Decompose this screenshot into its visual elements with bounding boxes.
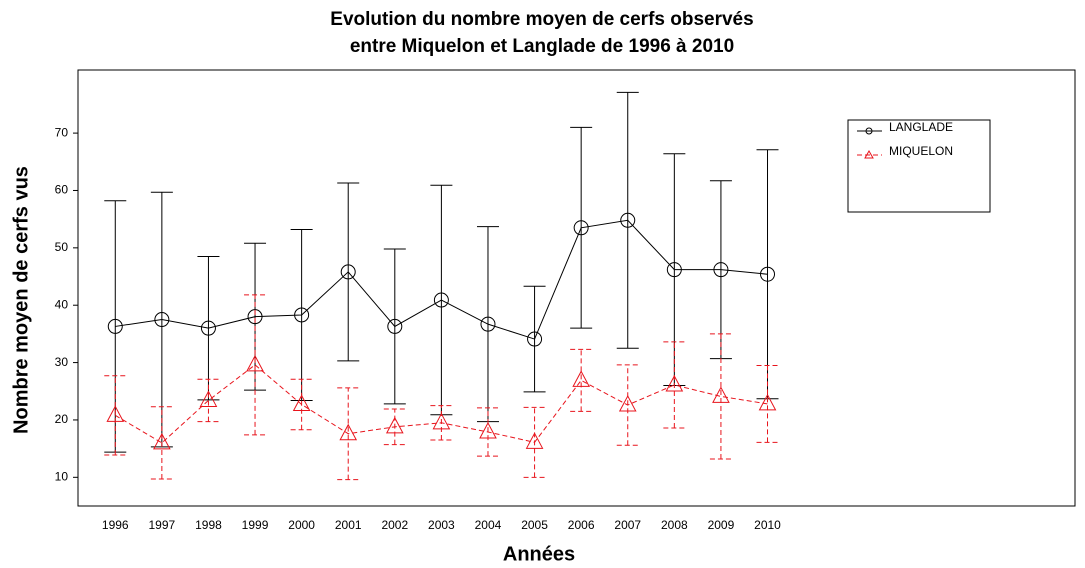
error-bar [570,348,593,412]
legend-marker [865,127,873,135]
x-tick-label: 2004 [475,518,502,532]
error-bar [476,407,499,457]
point [199,390,218,407]
error-bar [663,341,686,429]
error-bar [616,91,639,349]
y-tick-label: 40 [55,297,69,311]
point [340,264,356,280]
point [713,262,729,278]
error-bar [197,378,220,423]
error-bar [337,182,360,362]
error-bar [150,406,173,480]
error-bar [383,408,406,446]
x-tick-label: 2002 [381,518,408,532]
y-tick-label: 50 [55,240,69,254]
point [666,262,682,278]
chart-title: Evolution du nombre moyen de cerfs obser… [330,9,753,30]
point [525,432,544,449]
chart-title: entre Miquelon et Langlade de 1996 à 201… [350,36,734,57]
y-axis-label: Nombre moyen de cerfs vus [10,166,32,434]
error-bar [709,333,732,460]
y-tick-label: 30 [55,355,69,369]
x-tick-label: 1996 [102,518,129,532]
point [153,432,171,450]
x-tick-label: 2005 [521,518,548,532]
point [385,416,404,434]
point [618,394,637,412]
point [573,220,589,236]
error-bar [523,285,546,393]
point [432,412,451,430]
x-tick-label: 2000 [288,518,315,532]
point [527,331,543,347]
x-tick-label: 2010 [754,518,781,532]
error-bar [244,294,267,436]
x-tick-label: 2001 [335,518,362,532]
point [760,266,776,282]
x-axis-label: Années [503,543,575,565]
x-tick-label: 2007 [614,518,641,532]
x-tick-label: 2003 [428,518,455,532]
error-bar [430,184,453,416]
point [572,370,590,387]
error-bar [104,375,127,456]
point [620,212,636,228]
error-bar [476,226,499,423]
legend-box [847,119,991,213]
error-bar [197,255,220,401]
point [479,421,497,439]
legend-marker [864,149,874,159]
error-bar [616,364,639,446]
point [154,312,170,328]
error-bar [337,387,360,481]
point [339,423,358,441]
point [387,318,403,334]
point [292,394,311,411]
legend-label: MIQUELON [889,144,953,158]
error-bar [150,191,173,448]
error-bar [383,248,406,405]
legend-label: LANGLADE [889,120,953,134]
y-tick-label: 70 [55,125,69,139]
y-tick-label: 20 [55,412,69,426]
x-tick-label: 2008 [661,518,688,532]
point [200,320,216,336]
error-bar [290,228,313,401]
plot-frame [77,69,1076,507]
point [665,374,684,392]
x-tick-label: 1999 [242,518,269,532]
error-bar [756,364,779,443]
error-bar [570,126,593,329]
error-bar [430,405,453,441]
error-bar [523,406,546,478]
point [433,292,449,308]
x-tick-label: 2006 [568,518,595,532]
error-bar [756,149,779,400]
point [712,386,730,403]
point [246,354,264,372]
point [247,309,263,325]
error-bar [290,378,313,431]
point [480,316,496,332]
point [758,393,777,411]
y-tick-label: 60 [55,183,69,197]
point [106,405,125,422]
x-tick-label: 1998 [195,518,222,532]
x-tick-label: 1997 [149,518,176,532]
x-tick-label: 2009 [708,518,735,532]
y-tick-label: 10 [55,469,69,483]
point [294,307,310,323]
point [107,318,123,334]
